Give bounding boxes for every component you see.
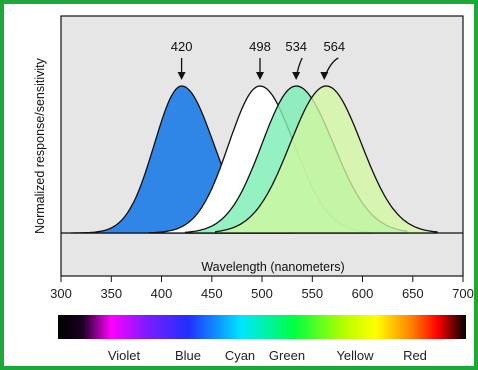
peak-arrowhead-498: [255, 72, 264, 80]
x-tick-label-400: 400: [151, 286, 173, 301]
spectrum-label-cyan: Cyan: [225, 348, 255, 363]
x-tick-label-450: 450: [201, 286, 223, 301]
peak-markers: 420 498 534 564: [171, 39, 345, 80]
spectrum-label-green: Green: [269, 348, 305, 363]
peak-arrowhead-420: [177, 72, 186, 80]
peak-arrowhead-564: [320, 72, 329, 80]
y-axis-label: Normalized response/sensitivity: [33, 57, 47, 234]
x-tick-label-650: 650: [402, 286, 424, 301]
peak-label-534: 534: [285, 39, 307, 54]
peak-label-564: 564: [323, 39, 345, 54]
spectrum-label-blue: Blue: [175, 348, 201, 363]
x-tick-label-600: 600: [352, 286, 374, 301]
spectrum-label-violet: Violet: [108, 348, 141, 363]
peak-label-420: 420: [171, 39, 193, 54]
x-tick-label-700: 700: [452, 286, 474, 301]
spectrum-labels: Violet Blue Cyan Green Yellow Red: [108, 348, 427, 363]
x-tick-label-300: 300: [50, 286, 72, 301]
color-spectrum-bar: [58, 315, 466, 339]
peak-arrowhead-534: [292, 72, 301, 80]
x-tick-label-550: 550: [301, 286, 323, 301]
curves-layer: [61, 85, 463, 234]
spectrum-label-red: Red: [403, 348, 427, 363]
spectrum-label-yellow: Yellow: [336, 348, 374, 363]
curve-564: [215, 85, 438, 234]
x-tick-label-500: 500: [251, 286, 273, 301]
peak-label-498: 498: [249, 39, 271, 54]
x-tick-label-350: 350: [100, 286, 122, 301]
x-axis-label: Wavelength (nanometers): [201, 260, 344, 274]
x-axis-ticks: 300 350 400 450 500 550 600 650 700: [50, 276, 474, 301]
